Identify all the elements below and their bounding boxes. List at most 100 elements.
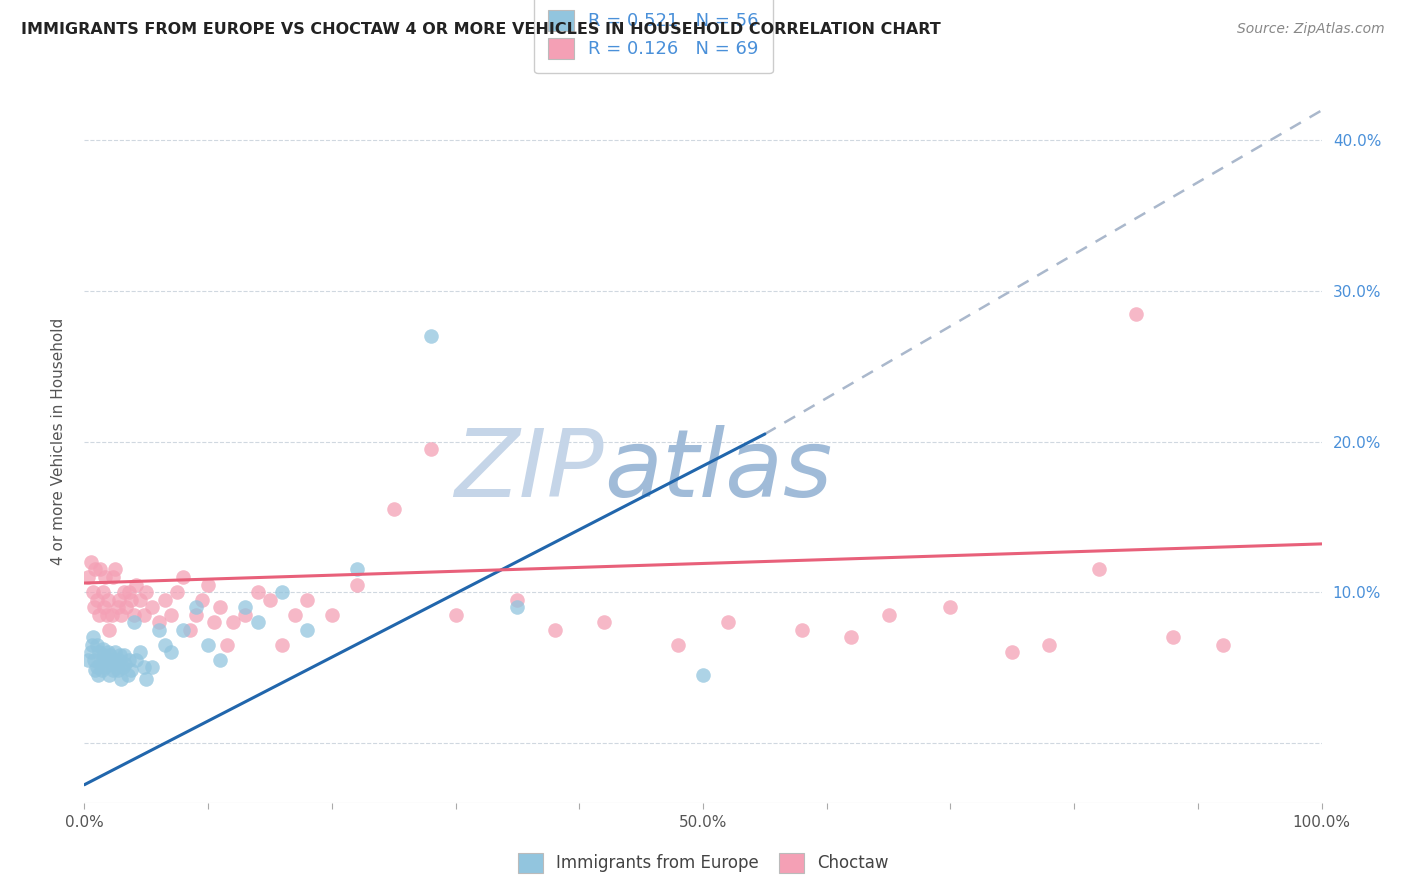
Point (382, 502, 405, 516)
Point (246, 585, 269, 599)
Point (1125, 307, 1147, 321)
Text: IMMIGRANTS FROM EUROPE VS CHOCTAW 4 OR MORE VEHICLES IN HOUSEHOLD CORRELATION CH: IMMIGRANTS FROM EUROPE VS CHOCTAW 4 OR M… (21, 22, 941, 37)
Point (346, 577, 368, 591)
Point (101, 570, 124, 584)
Point (79, 645, 101, 659)
Point (191, 592, 214, 607)
Point (94, 570, 117, 584)
Point (82, 630, 104, 644)
Point (120, 592, 142, 607)
Point (89, 645, 111, 659)
Point (160, 607, 183, 622)
Legend: R = 0.521   N = 56, R = 0.126   N = 69: R = 0.521 N = 56, R = 0.126 N = 69 (534, 0, 773, 73)
Point (77, 570, 100, 584)
Point (666, 638, 689, 652)
Point (419, 329, 441, 343)
Point (284, 607, 307, 622)
Point (141, 660, 163, 674)
Point (153, 638, 176, 652)
Point (135, 585, 157, 599)
Point (841, 630, 863, 644)
Point (271, 585, 294, 599)
Point (87, 668, 110, 682)
Point (84, 562, 107, 576)
Point (84, 664, 107, 678)
Point (295, 592, 318, 607)
Point (110, 673, 132, 687)
Point (197, 638, 219, 652)
Legend: Immigrants from Europe, Choctaw: Immigrants from Europe, Choctaw (510, 847, 896, 880)
Point (105, 660, 128, 674)
Point (107, 600, 129, 615)
Point (115, 600, 138, 615)
Point (96, 653, 118, 667)
Point (444, 607, 467, 622)
Text: atlas: atlas (605, 425, 832, 516)
Point (877, 607, 900, 622)
Point (108, 592, 131, 607)
Y-axis label: 4 or more Vehicles in Household: 4 or more Vehicles in Household (51, 318, 66, 566)
Point (419, 442, 441, 456)
Point (100, 657, 122, 672)
Point (98, 648, 121, 663)
Point (209, 600, 232, 615)
Point (135, 673, 157, 687)
Point (117, 668, 139, 682)
Point (172, 623, 194, 637)
Point (166, 585, 188, 599)
Point (86, 638, 108, 652)
Point (80, 638, 103, 652)
Point (259, 592, 281, 607)
Point (90, 664, 112, 678)
Point (1038, 638, 1060, 652)
Point (83, 653, 105, 667)
Point (129, 592, 152, 607)
Point (112, 648, 135, 663)
Point (141, 600, 163, 615)
Point (321, 607, 343, 622)
Point (118, 653, 141, 667)
Point (215, 638, 238, 652)
Point (104, 562, 127, 576)
Point (295, 623, 318, 637)
Point (593, 615, 616, 630)
Point (89, 562, 111, 576)
Point (111, 660, 134, 674)
Point (112, 585, 135, 599)
Point (179, 623, 201, 637)
Point (86, 592, 108, 607)
Point (506, 592, 529, 607)
Point (233, 607, 256, 622)
Point (132, 607, 155, 622)
Point (1161, 630, 1184, 644)
Point (197, 577, 219, 591)
Point (125, 577, 148, 591)
Point (129, 645, 152, 659)
Point (79, 555, 101, 569)
Point (94, 660, 117, 674)
Point (148, 623, 170, 637)
Point (209, 653, 232, 667)
Point (148, 615, 170, 630)
Point (233, 600, 256, 615)
Point (104, 645, 127, 659)
Point (506, 600, 529, 615)
Point (93, 648, 115, 663)
Point (91, 653, 114, 667)
Point (89, 607, 111, 622)
Point (125, 653, 148, 667)
Text: Source: ZipAtlas.com: Source: ZipAtlas.com (1237, 22, 1385, 37)
Point (1001, 645, 1024, 659)
Point (83, 600, 105, 615)
Point (82, 585, 104, 599)
Point (110, 648, 132, 663)
Point (222, 615, 245, 630)
Point (346, 562, 368, 576)
Point (202, 615, 225, 630)
Point (172, 570, 194, 584)
Point (246, 615, 269, 630)
Point (1212, 638, 1234, 652)
Point (543, 623, 565, 637)
Point (692, 668, 714, 682)
Point (97, 645, 120, 659)
